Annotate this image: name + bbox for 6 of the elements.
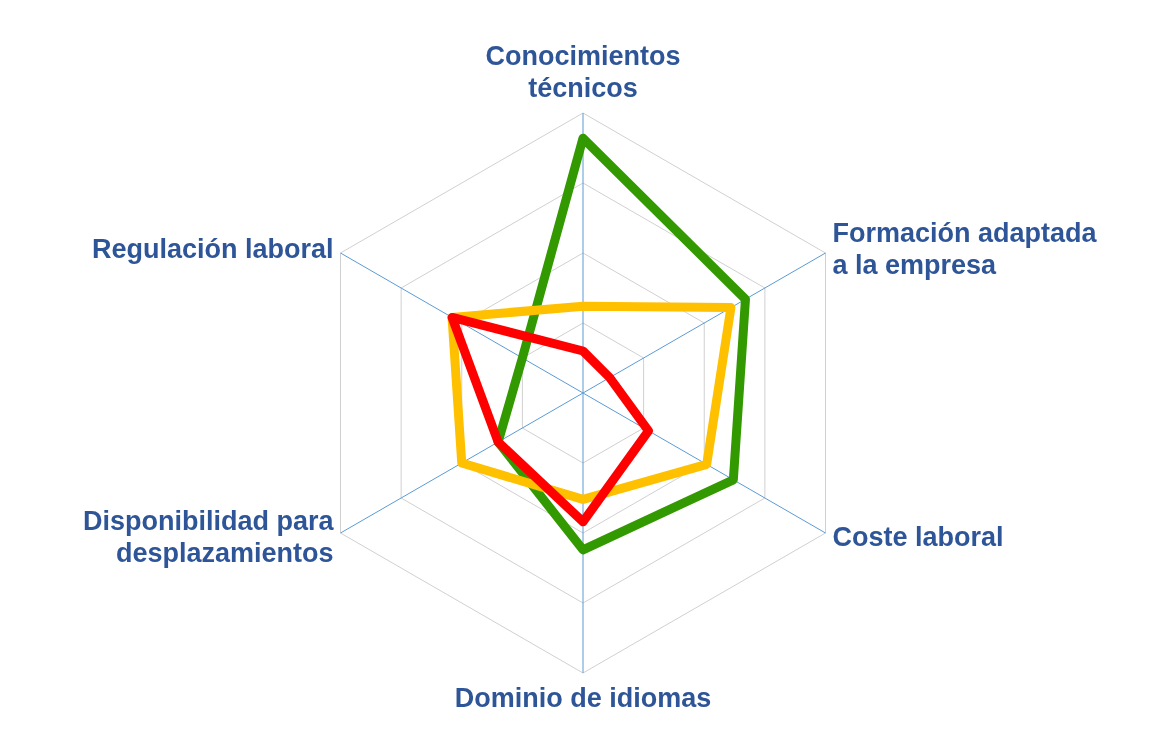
spoke-label: Dominio de idiomas [454,683,712,713]
spoke-label: Conocimientos técnicos [485,41,681,103]
spoke-label: Disponibilidad para desplazamientos [83,506,335,568]
spoke-label: Coste laboral [832,522,1004,552]
spoke-label: Regulación laboral [92,234,334,264]
spoke-label: Formación adaptada a la empresa [832,218,1098,280]
